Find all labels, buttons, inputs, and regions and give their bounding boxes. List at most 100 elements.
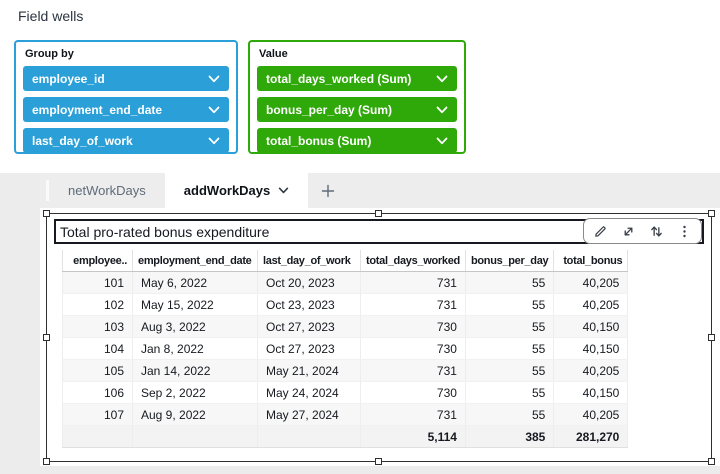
- chevron-down-icon: [279, 187, 289, 194]
- resize-handle[interactable]: [375, 210, 382, 217]
- total-cell: 281,270: [553, 425, 629, 448]
- table-cell: 731: [360, 293, 466, 316]
- table-cell: 40,150: [553, 337, 629, 360]
- total-cell: [132, 425, 258, 448]
- column-header[interactable]: total_bonus: [553, 250, 629, 272]
- table-cell: 731: [360, 271, 466, 294]
- field-pill-label: total_days_worked (Sum): [266, 71, 412, 86]
- table-cell: 55: [465, 403, 555, 426]
- resize-handle[interactable]: [43, 333, 50, 341]
- field-pill[interactable]: total_bonus (Sum): [257, 128, 457, 153]
- table-cell: 103: [62, 315, 133, 338]
- chevron-down-icon: [436, 106, 448, 113]
- table-cell: May 27, 2024: [257, 403, 361, 426]
- table-cell: 730: [360, 381, 466, 404]
- visual-container[interactable]: Total pro-rated bonus expenditure: [43, 210, 715, 465]
- resize-handle[interactable]: [708, 458, 715, 465]
- table-cell: 40,205: [553, 403, 629, 426]
- table-cell: 40,150: [553, 315, 629, 338]
- table-row: 105 Jan 14, 2022 May 21, 2024 731 55 40,205: [62, 359, 629, 382]
- table-cell: Oct 27, 2023: [257, 315, 361, 338]
- table-cell: 55: [465, 381, 555, 404]
- sheet-tab-bar: netWorkDays addWorkDays: [40, 173, 720, 208]
- tab-label: addWorkDays: [183, 183, 271, 198]
- column-header[interactable]: bonus_per_day: [465, 250, 555, 272]
- add-sheet-button[interactable]: [308, 173, 348, 208]
- table-cell: 106: [62, 381, 133, 404]
- sheet-tab-netWorkDays[interactable]: netWorkDays: [49, 173, 165, 208]
- table-row: 101 May 6, 2022 Oct 20, 2023 731 55 40,205: [62, 271, 629, 294]
- plus-icon: [322, 184, 335, 197]
- group-by-label: Group by: [25, 48, 74, 60]
- table-cell: Jan 8, 2022: [132, 337, 258, 360]
- column-header[interactable]: total_days_worked: [360, 250, 466, 272]
- table-visual: employee.. employment_end_date last_day_of…: [62, 250, 629, 448]
- field-pill-label: bonus_per_day (Sum): [266, 102, 393, 117]
- table-cell: 101: [62, 271, 133, 294]
- chevron-down-icon: [208, 75, 220, 82]
- total-cell: 5,114: [360, 425, 466, 448]
- table-header-row: employee.. employment_end_date last_day_of…: [62, 250, 629, 272]
- total-cell: 385: [465, 425, 555, 448]
- table-cell: 55: [465, 271, 555, 294]
- table-cell: Sep 2, 2022: [132, 381, 258, 404]
- table-cell: May 24, 2024: [257, 381, 361, 404]
- resize-handle[interactable]: [708, 333, 715, 341]
- table-cell: 730: [360, 315, 466, 338]
- table-cell: Oct 23, 2023: [257, 293, 361, 316]
- field-pill[interactable]: total_days_worked (Sum): [257, 66, 457, 91]
- chevron-down-icon: [436, 137, 448, 144]
- sheet-tab-addWorkDays[interactable]: addWorkDays: [164, 173, 309, 208]
- workspace: netWorkDays addWorkDays Total pro-rated …: [0, 173, 720, 474]
- sheet-canvas: netWorkDays addWorkDays Total pro-rated …: [40, 173, 720, 466]
- chevron-down-icon: [208, 106, 220, 113]
- field-pill[interactable]: employee_id: [23, 66, 229, 91]
- value-label: Value: [259, 48, 288, 60]
- swap-arrows-icon[interactable]: [649, 224, 664, 239]
- table-cell: Oct 27, 2023: [257, 337, 361, 360]
- table-cell: 731: [360, 403, 466, 426]
- chevron-down-icon: [436, 75, 448, 82]
- table-cell: 40,205: [553, 293, 629, 316]
- field-pill[interactable]: bonus_per_day (Sum): [257, 97, 457, 122]
- value-pill-list: total_days_worked (Sum) bonus_per_day (S…: [250, 66, 464, 153]
- table-cell: May 6, 2022: [132, 271, 258, 294]
- edit-icon[interactable]: [593, 224, 608, 239]
- table-cell: 55: [465, 359, 555, 382]
- value-well[interactable]: Value total_days_worked (Sum) bonus_per_…: [248, 40, 466, 154]
- field-wells-heading: Field wells: [18, 8, 84, 24]
- resize-handle[interactable]: [43, 210, 50, 217]
- column-header[interactable]: employee..: [62, 250, 133, 272]
- field-pill[interactable]: employment_end_date: [23, 97, 229, 122]
- table-cell: May 21, 2024: [257, 359, 361, 382]
- field-pill[interactable]: last_day_of_work: [23, 128, 229, 153]
- column-header[interactable]: last_day_of_work: [257, 250, 361, 272]
- table-cell: 40,205: [553, 271, 629, 294]
- resize-handle[interactable]: [708, 210, 715, 217]
- table-cell: 104: [62, 337, 133, 360]
- resize-handle[interactable]: [43, 458, 50, 465]
- table-cell: May 15, 2022: [132, 293, 258, 316]
- field-pill-label: employment_end_date: [32, 102, 163, 117]
- total-cell: [62, 425, 133, 448]
- kebab-menu-icon[interactable]: [677, 224, 692, 239]
- total-cell: [257, 425, 361, 448]
- table-cell: 102: [62, 293, 133, 316]
- group-by-pill-list: employee_id employment_end_date last_day…: [16, 66, 236, 153]
- table-cell: 55: [465, 315, 555, 338]
- resize-handle[interactable]: [375, 458, 382, 465]
- group-by-well[interactable]: Group by employee_id employment_end_date…: [14, 40, 238, 154]
- table-cell: Oct 20, 2023: [257, 271, 361, 294]
- maximize-icon[interactable]: [621, 224, 636, 239]
- column-header[interactable]: employment_end_date: [132, 250, 258, 272]
- table-row: 102 May 15, 2022 Oct 23, 2023 731 55 40,205: [62, 293, 629, 316]
- tab-separator: [46, 180, 49, 201]
- tab-label: netWorkDays: [68, 183, 146, 198]
- table-cell: 40,205: [553, 359, 629, 382]
- table-body: 101 May 6, 2022 Oct 20, 2023 731 55 40,205 102…: [62, 271, 629, 426]
- table-totals-row: 5,114 385 281,270: [62, 425, 629, 448]
- table-row: 103 Aug 3, 2022 Oct 27, 2023 730 55 40,150: [62, 315, 629, 338]
- field-pill-label: last_day_of_work: [32, 133, 133, 148]
- table-cell: 107: [62, 403, 133, 426]
